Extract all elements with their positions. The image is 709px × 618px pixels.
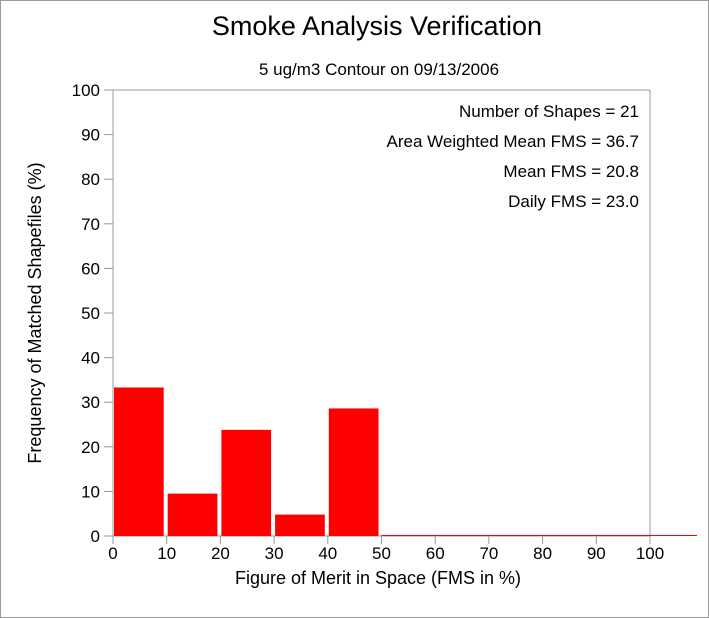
histogram-bar (167, 493, 218, 536)
x-tick-label: 40 (318, 544, 337, 563)
x-tick-label: 60 (426, 544, 445, 563)
x-tick-label: 80 (533, 544, 552, 563)
histogram-bar (328, 408, 379, 536)
y-tick-label: 50 (81, 304, 100, 323)
y-tick-label: 0 (91, 527, 100, 546)
statistic-text: Daily FMS = 23.0 (508, 192, 639, 211)
y-axis-label: Frequency of Matched Shapefiles (%) (25, 162, 45, 463)
x-tick-label: 70 (479, 544, 498, 563)
chart-subtitle: 5 ug/m3 Contour on 09/13/2006 (259, 60, 499, 79)
y-tick-label: 90 (81, 126, 100, 145)
statistic-text: Mean FMS = 20.8 (503, 162, 639, 181)
histogram-bar (275, 514, 325, 536)
statistic-text: Number of Shapes = 21 (459, 102, 639, 121)
y-tick-label: 100 (72, 81, 100, 100)
histogram-bar (114, 387, 164, 536)
histogram-bar (221, 429, 272, 536)
x-tick-label: 0 (108, 544, 117, 563)
y-tick-label: 20 (81, 438, 100, 457)
x-axis-ticks: 0 10 20 30 40 50 60 70 80 90 100 (108, 536, 664, 563)
x-tick-label: 20 (211, 544, 230, 563)
y-axis-ticks: 0 10 20 30 40 50 60 70 80 90 100 (72, 81, 113, 546)
x-tick-label: 90 (587, 544, 606, 563)
bars-group (114, 387, 697, 536)
y-tick-label: 80 (81, 170, 100, 189)
y-tick-label: 70 (81, 215, 100, 234)
x-tick-label: 100 (636, 544, 664, 563)
y-tick-label: 30 (81, 393, 100, 412)
plot-area (112, 89, 651, 537)
y-tick-label: 40 (81, 349, 100, 368)
y-tick-label: 10 (81, 482, 100, 501)
statistics-annotations: Number of Shapes = 21 Area Weighted Mean … (387, 102, 639, 211)
statistic-text: Area Weighted Mean FMS = 36.7 (387, 132, 639, 151)
x-axis-label: Figure of Merit in Space (FMS in %) (235, 568, 521, 588)
x-tick-label: 50 (372, 544, 391, 563)
x-tick-label: 10 (157, 544, 176, 563)
y-tick-label: 60 (81, 259, 100, 278)
x-tick-label: 30 (265, 544, 284, 563)
chart-title: Smoke Analysis Verification (212, 11, 542, 41)
